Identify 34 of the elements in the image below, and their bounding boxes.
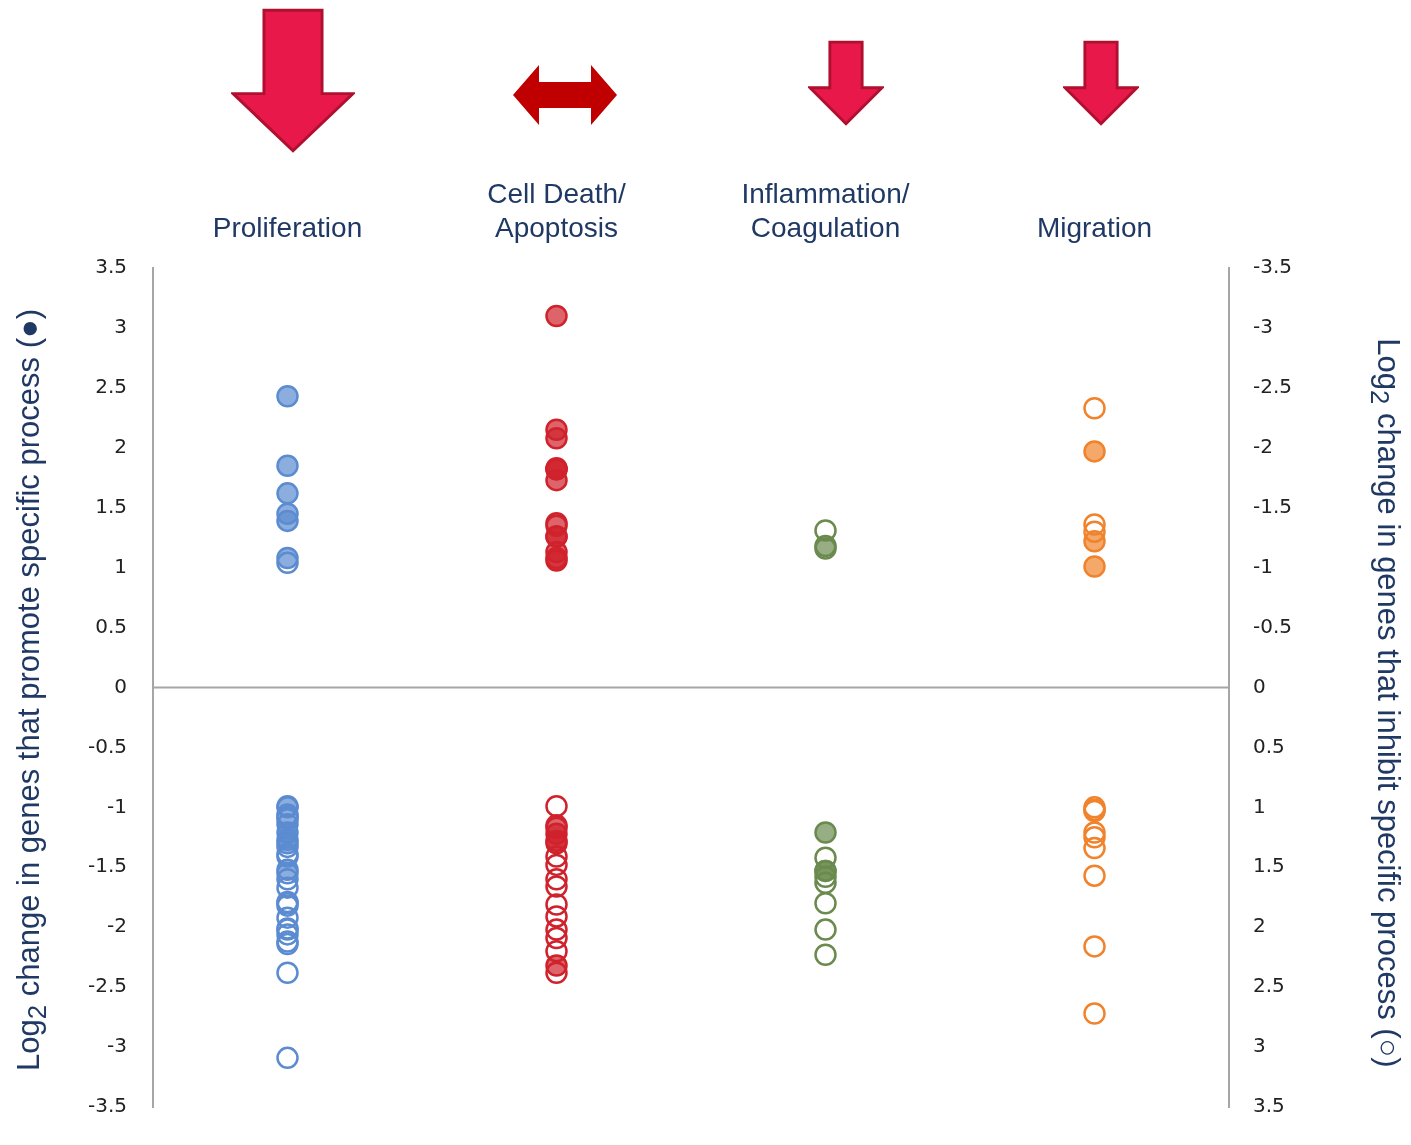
- y2-tick-label: -1.5: [1253, 493, 1293, 518]
- y-tick-label: 3: [114, 314, 127, 339]
- y-tick-label: -2: [107, 913, 127, 938]
- x-tick-label: Migration: [1036, 211, 1153, 243]
- y2-tick-label: -0.5: [1253, 613, 1293, 638]
- y2-tick-label: -3: [1253, 314, 1273, 339]
- y-tick-label: 0.5: [95, 613, 127, 638]
- y-tick-label: -1.5: [87, 853, 127, 878]
- y2-tick-label: 2: [1253, 913, 1266, 938]
- y2-tick-label: 0.5: [1253, 733, 1285, 758]
- y2-tick-label: -2.5: [1253, 374, 1293, 399]
- x-tick-label: Inflammation/Coagulation: [741, 178, 910, 243]
- y-tick-label: 2.5: [95, 374, 127, 399]
- y-tick-label: 3.5: [95, 254, 127, 279]
- y-tick-label: -3: [107, 1033, 127, 1058]
- y-tick-label: -0.5: [87, 733, 127, 758]
- y2-tick-label: -2: [1253, 433, 1273, 458]
- y2-tick-label: 3.5: [1253, 1093, 1285, 1118]
- y-tick-label: -1: [107, 793, 127, 818]
- y-tick-label: 1.5: [95, 493, 127, 518]
- y-tick-label: 0: [114, 673, 127, 698]
- y2-tick-label: 1.5: [1253, 853, 1285, 878]
- y2-tick-label: 1: [1253, 793, 1266, 818]
- y-tick-label: 1: [114, 553, 127, 578]
- y-tick-label: 2: [114, 433, 127, 458]
- x-tick-label: Cell Death/Apoptosis: [487, 178, 626, 243]
- y2-tick-label: 0: [1253, 673, 1266, 698]
- x-tick-label: Proliferation: [212, 211, 363, 243]
- y2-tick-label: -1: [1253, 553, 1273, 578]
- y-tick-label: -2.5: [87, 973, 127, 998]
- y-tick-label: -3.5: [87, 1093, 127, 1118]
- y2-tick-label: 3: [1253, 1033, 1266, 1058]
- y2-tick-label: -3.5: [1253, 254, 1293, 279]
- y2-tick-label: 2.5: [1253, 973, 1285, 998]
